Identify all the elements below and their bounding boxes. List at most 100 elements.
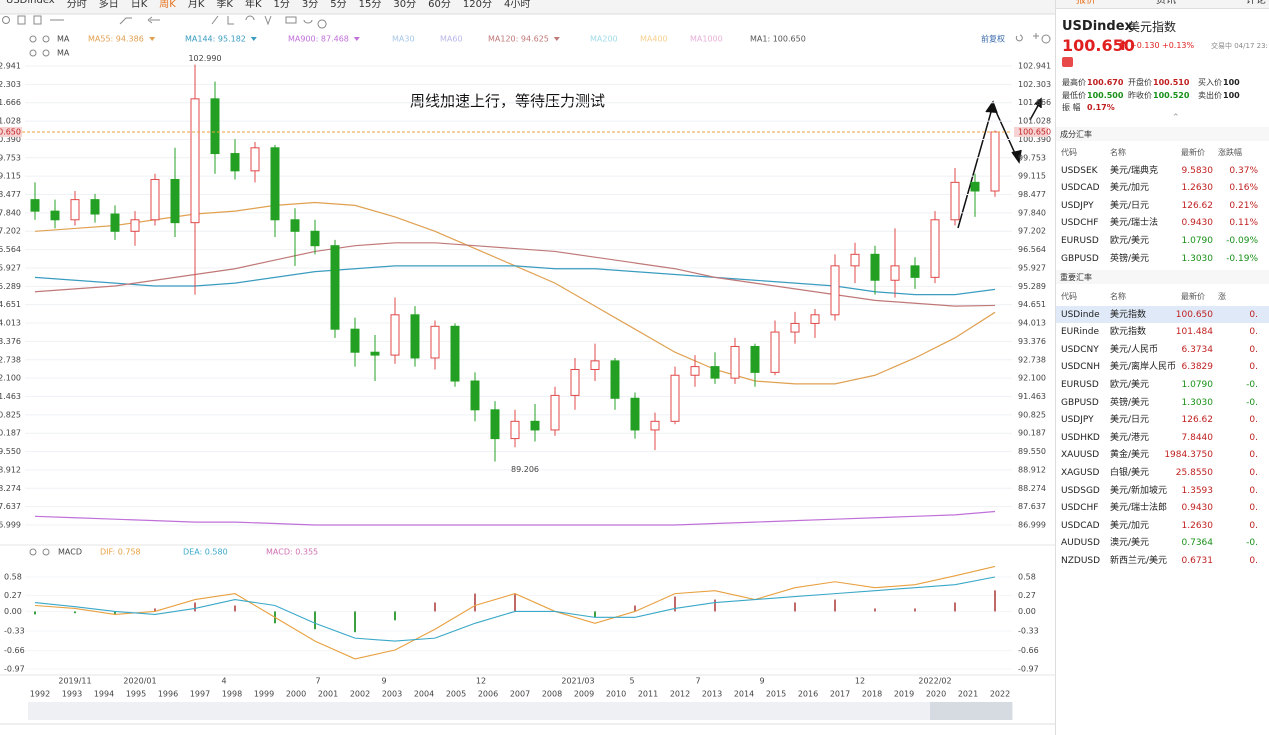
candle-body	[470, 380, 480, 411]
toolbar-tab[interactable]: 年K	[244, 0, 262, 10]
toolbar-tab[interactable]: USDindex	[6, 0, 55, 6]
table-cell[interactable]: USDSGD	[1061, 485, 1100, 496]
adjust-label[interactable]: 前复权	[981, 34, 1005, 44]
indicator-label[interactable]: MA	[57, 49, 70, 58]
toolbar-tab[interactable]: 多日	[98, 0, 119, 10]
table-header[interactable]: 最新价	[1181, 148, 1205, 157]
toolbar-tab[interactable]: 月K	[187, 0, 205, 10]
table-cell[interactable]: USDJPY	[1061, 415, 1094, 426]
table-cell[interactable]: USDCNY	[1061, 344, 1099, 355]
candle-body	[110, 213, 120, 232]
table-cell: 0.	[1249, 415, 1258, 426]
panel-tab[interactable]: 报价	[1076, 0, 1096, 6]
stat-label: 最低价	[1062, 91, 1086, 100]
table-cell[interactable]: USDinde	[1061, 309, 1100, 320]
panel-tab[interactable]: 资讯	[1156, 0, 1176, 6]
table-cell[interactable]: USDJPY	[1061, 200, 1094, 211]
table-cell: 美元/加元	[1110, 520, 1150, 531]
candle-body	[750, 345, 760, 373]
collapse-icon[interactable]: ⌃	[1172, 113, 1180, 123]
table-cell[interactable]: USDCAD	[1061, 183, 1100, 194]
legend-item[interactable]: MA1: 100.650	[750, 35, 806, 44]
stat-value: 100.670	[1087, 78, 1124, 87]
scroll-handle[interactable]	[930, 702, 1012, 720]
indicator-label[interactable]: MA	[57, 35, 70, 44]
table-cell[interactable]: AUDUSD	[1061, 538, 1100, 549]
table-header[interactable]: 代码	[1061, 148, 1077, 157]
toolbar-tab[interactable]: 3分	[301, 0, 319, 10]
table-cell: 0.16%	[1229, 183, 1258, 194]
toolbar-tab[interactable]: 15分	[358, 0, 382, 10]
y-tick-label: 94.013	[0, 319, 21, 328]
table-cell[interactable]: USDCNH	[1061, 362, 1101, 373]
toolbar-tab[interactable]: 30分	[393, 0, 417, 10]
scrollbar[interactable]	[28, 702, 1013, 720]
macd-bar	[714, 599, 716, 612]
toolbar-tab[interactable]: 分时	[66, 0, 87, 10]
candle-body	[590, 360, 600, 370]
table-cell[interactable]: EURUSD	[1061, 380, 1099, 390]
table-cell[interactable]: XAUUSD	[1061, 450, 1100, 461]
x-year-label: 1996	[158, 690, 178, 699]
stat-label: 最高价	[1062, 78, 1086, 87]
toolbar-tab[interactable]: 4小时	[503, 0, 531, 10]
legend-item[interactable]: MA55: 94.386	[88, 35, 144, 44]
y-tick-label: 0.00	[1018, 607, 1036, 616]
table-cell[interactable]: XAGUSD	[1061, 468, 1100, 478]
toolbar-tab[interactable]: 周K	[159, 0, 176, 10]
toolbar-tab[interactable]: 5分	[330, 0, 347, 10]
favorite-icon[interactable]	[1062, 57, 1073, 67]
legend-item[interactable]: MA60	[440, 35, 463, 44]
legend-item[interactable]: MA200	[590, 35, 618, 44]
table-cell[interactable]: USDHKD	[1061, 432, 1100, 443]
table-cell[interactable]: NZDUSD	[1061, 556, 1101, 566]
candle-body	[790, 322, 800, 333]
table-header[interactable]: 涨	[1218, 292, 1226, 301]
toolbar-tab[interactable]: 季K	[216, 0, 233, 10]
toolbar-tab[interactable]: 60分	[428, 0, 451, 10]
table-cell[interactable]: USDSEK	[1061, 165, 1098, 176]
table-header[interactable]: 名称	[1110, 292, 1126, 301]
table-cell: 欧元指数	[1110, 327, 1147, 338]
table-cell[interactable]: USDCAD	[1061, 520, 1100, 531]
table-header[interactable]: 代码	[1061, 292, 1077, 301]
table-cell[interactable]: USDCHF	[1061, 218, 1099, 229]
x-year-label: 2009	[574, 690, 594, 699]
legend-item[interactable]: MA1000	[690, 35, 723, 44]
toolbar-tab[interactable]: 1分	[273, 0, 290, 10]
macd-bar	[154, 608, 156, 612]
legend-item[interactable]: MA400	[640, 35, 668, 44]
table-header[interactable]: 涨跌幅	[1218, 148, 1242, 157]
table-header[interactable]: 名称	[1110, 148, 1126, 157]
x-date-label: 7	[315, 677, 320, 686]
table-cell: 1.3030	[1181, 397, 1214, 408]
table-cell[interactable]: USDCHF	[1061, 503, 1099, 514]
legend-item[interactable]: MA120: 94.625	[488, 35, 549, 44]
x-year-label: 2010	[606, 690, 626, 699]
y-tick-label: 102.303	[0, 80, 21, 89]
macd-bar	[474, 593, 476, 612]
candle-body	[410, 314, 420, 359]
row-selected	[1056, 305, 1269, 323]
legend-item[interactable]: MA30	[392, 35, 415, 44]
candle-body	[970, 181, 980, 192]
table-cell[interactable]: EURinde	[1061, 327, 1099, 338]
macd-bar	[594, 611, 596, 618]
table-cell[interactable]: EURUSD	[1061, 236, 1099, 246]
legend-item[interactable]: MA144: 95.182	[185, 35, 246, 44]
macd-bar	[674, 596, 676, 612]
table-cell: 0.	[1249, 450, 1258, 461]
candle-body	[370, 351, 380, 356]
quote-price: 100.650	[1062, 37, 1135, 55]
toolbar-tab[interactable]: 日K	[130, 0, 148, 10]
table-cell[interactable]: GBPUSD	[1061, 397, 1099, 408]
table-cell: 0.	[1249, 327, 1258, 338]
y-tick-label: 100.390	[1018, 135, 1051, 144]
toolbar-tab[interactable]: 120分	[462, 0, 492, 10]
panel-tab[interactable]: 评论	[1246, 0, 1266, 6]
quote-change-pct: +0.13%	[1162, 41, 1195, 50]
candle-body	[230, 153, 240, 172]
legend-item[interactable]: MA900: 87.468	[288, 35, 349, 44]
table-cell[interactable]: GBPUSD	[1061, 253, 1099, 264]
table-header[interactable]: 最新价	[1181, 292, 1205, 301]
